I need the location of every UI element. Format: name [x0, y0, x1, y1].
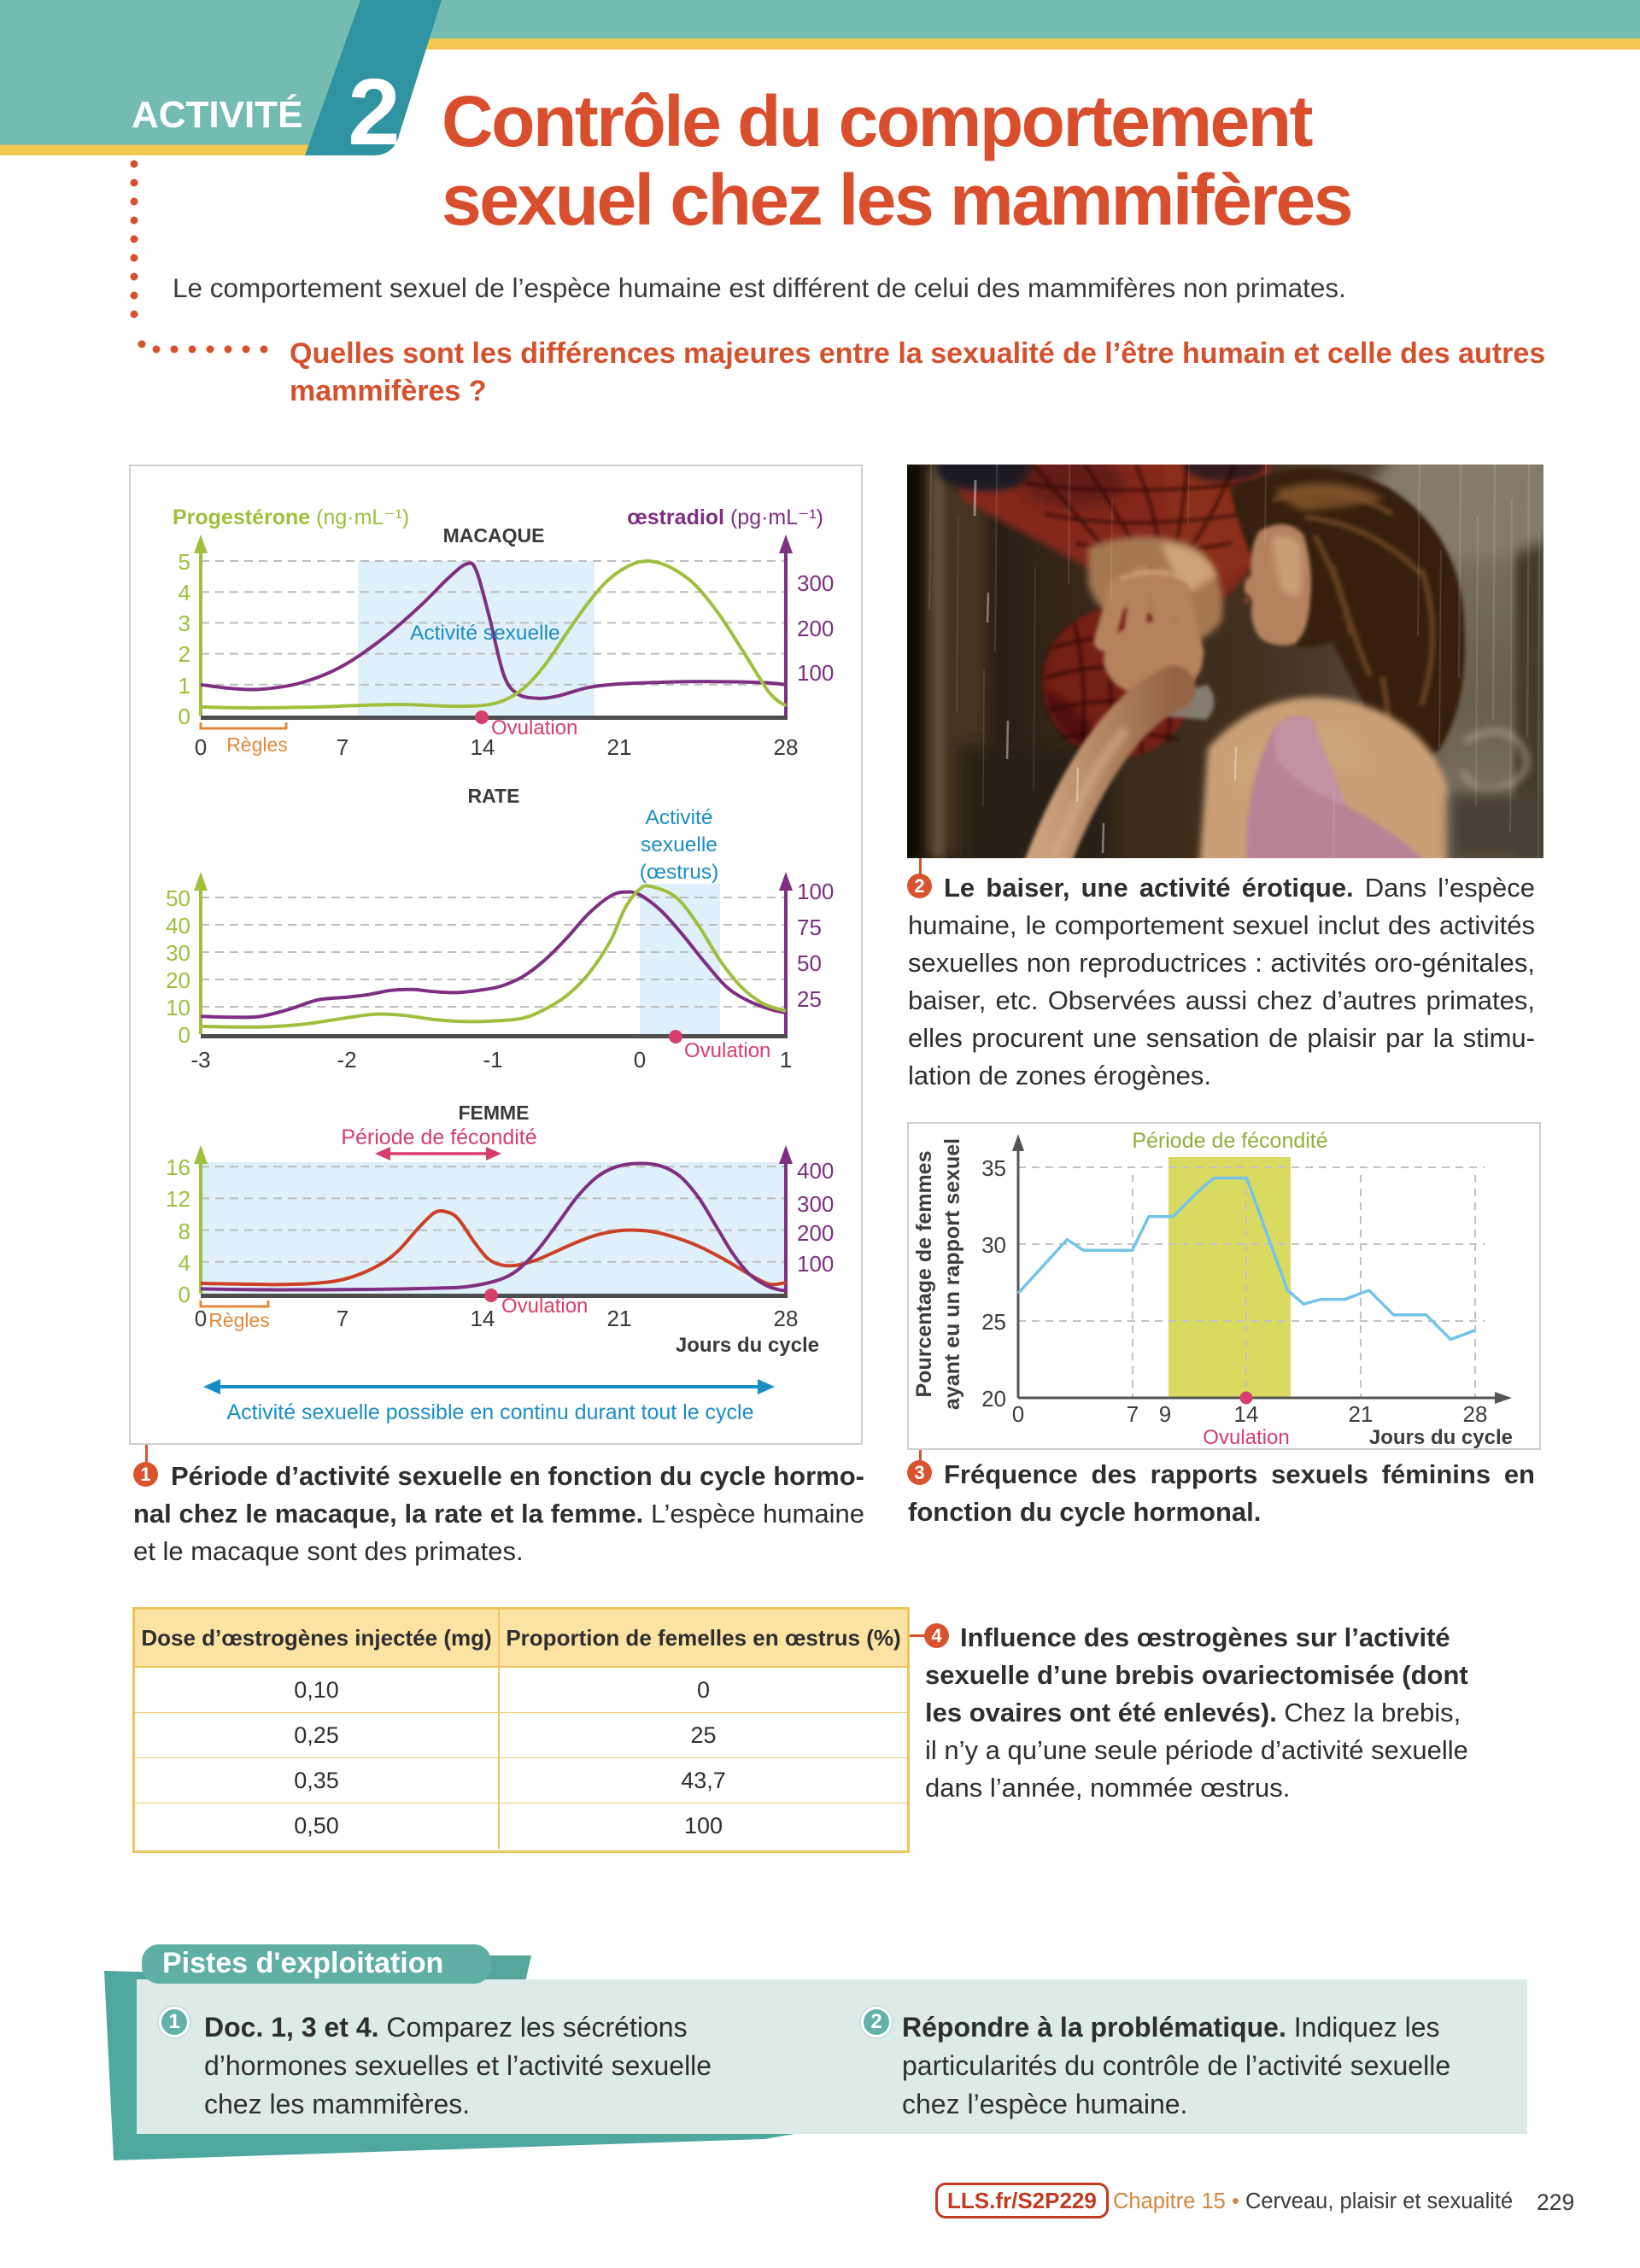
- svg-text:25: 25: [981, 1309, 1006, 1335]
- svg-text:300: 300: [797, 570, 834, 596]
- svg-text:œstradiol (pg·mL⁻¹): œstradiol (pg·mL⁻¹): [627, 506, 823, 529]
- svg-text:2: 2: [348, 60, 400, 165]
- svg-text:20: 20: [981, 1386, 1006, 1412]
- svg-text:0: 0: [179, 704, 190, 729]
- svg-text:2: 2: [179, 641, 190, 667]
- svg-text:21: 21: [607, 1306, 632, 1331]
- svg-text:Règles: Règles: [208, 1309, 270, 1331]
- svg-text:Activité sexuelle: Activité sexuelle: [410, 622, 560, 645]
- svg-text:7: 7: [1127, 1401, 1139, 1427]
- svg-text:MACAQUE: MACAQUE: [443, 524, 545, 547]
- svg-text:4: 4: [179, 1250, 190, 1276]
- svg-text:ACTIVITÉ: ACTIVITÉ: [132, 93, 302, 136]
- svg-text:1: 1: [179, 673, 190, 699]
- svg-text:0: 0: [195, 734, 207, 760]
- svg-text:Ovulation: Ovulation: [684, 1039, 770, 1062]
- svg-text:300: 300: [797, 1191, 834, 1217]
- svg-text:Règles: Règles: [226, 734, 288, 756]
- svg-text:100: 100: [797, 879, 834, 904]
- svg-text:50: 50: [797, 950, 822, 976]
- svg-text:100: 100: [797, 660, 834, 686]
- svg-text:75: 75: [797, 915, 822, 940]
- svg-text:Ovulation: Ovulation: [1203, 1426, 1289, 1449]
- svg-text:0: 0: [195, 1306, 207, 1331]
- svg-text:7: 7: [337, 1306, 348, 1331]
- svg-text:Activité: Activité: [646, 806, 713, 829]
- svg-text:20: 20: [166, 967, 190, 993]
- svg-text:1: 1: [780, 1047, 792, 1073]
- svg-text:-2: -2: [337, 1047, 356, 1073]
- svg-text:16: 16: [166, 1154, 190, 1180]
- svg-text:Ovulation: Ovulation: [491, 716, 577, 739]
- svg-text:Période de fécondité: Période de fécondité: [1132, 1129, 1327, 1153]
- svg-text:3: 3: [179, 611, 190, 636]
- svg-text:0: 0: [179, 1282, 190, 1307]
- svg-text:-1: -1: [483, 1047, 502, 1073]
- svg-text:RATE: RATE: [468, 785, 520, 807]
- svg-text:5: 5: [179, 549, 190, 575]
- svg-text:100: 100: [797, 1251, 834, 1277]
- svg-text:14: 14: [1234, 1401, 1259, 1427]
- svg-text:Ovulation: Ovulation: [501, 1295, 588, 1318]
- svg-text:200: 200: [797, 616, 834, 641]
- svg-text:200: 200: [797, 1220, 834, 1246]
- svg-text:FEMME: FEMME: [458, 1102, 529, 1124]
- svg-text:28: 28: [774, 734, 799, 760]
- svg-text:14: 14: [471, 1306, 495, 1331]
- svg-text:400: 400: [797, 1158, 834, 1184]
- svg-text:12: 12: [166, 1186, 190, 1212]
- svg-text:21: 21: [607, 734, 632, 760]
- svg-text:0: 0: [634, 1047, 646, 1073]
- svg-text:14: 14: [471, 734, 495, 760]
- svg-text:7: 7: [337, 734, 348, 760]
- svg-text:Jours du cycle: Jours du cycle: [676, 1334, 819, 1357]
- svg-text:Période de fécondité: Période de fécondité: [341, 1125, 536, 1149]
- svg-text:0: 0: [1012, 1401, 1024, 1427]
- svg-text:35: 35: [981, 1155, 1006, 1181]
- svg-text:-3: -3: [190, 1047, 210, 1073]
- svg-text:0: 0: [179, 1022, 190, 1048]
- svg-text:25: 25: [797, 986, 822, 1012]
- svg-text:Progestérone (ng·mL⁻¹): Progestérone (ng·mL⁻¹): [173, 506, 409, 529]
- svg-text:Activité sexuelle possible en: Activité sexuelle possible en continu du…: [226, 1400, 753, 1424]
- svg-text:8: 8: [179, 1219, 190, 1244]
- svg-text:50: 50: [166, 886, 190, 911]
- svg-text:21: 21: [1349, 1401, 1374, 1427]
- svg-text:Jours du cycle: Jours du cycle: [1369, 1426, 1513, 1449]
- svg-text:30: 30: [166, 940, 190, 966]
- svg-text:9: 9: [1159, 1401, 1171, 1427]
- svg-text:28: 28: [1463, 1401, 1488, 1427]
- svg-text:sexuelle: sexuelle: [641, 833, 718, 856]
- svg-text:28: 28: [774, 1306, 799, 1331]
- svg-text:4: 4: [179, 580, 190, 605]
- svg-text:10: 10: [166, 995, 190, 1020]
- svg-text:(œstrus): (œstrus): [640, 861, 719, 884]
- svg-text:30: 30: [981, 1232, 1006, 1258]
- svg-text:40: 40: [166, 913, 190, 938]
